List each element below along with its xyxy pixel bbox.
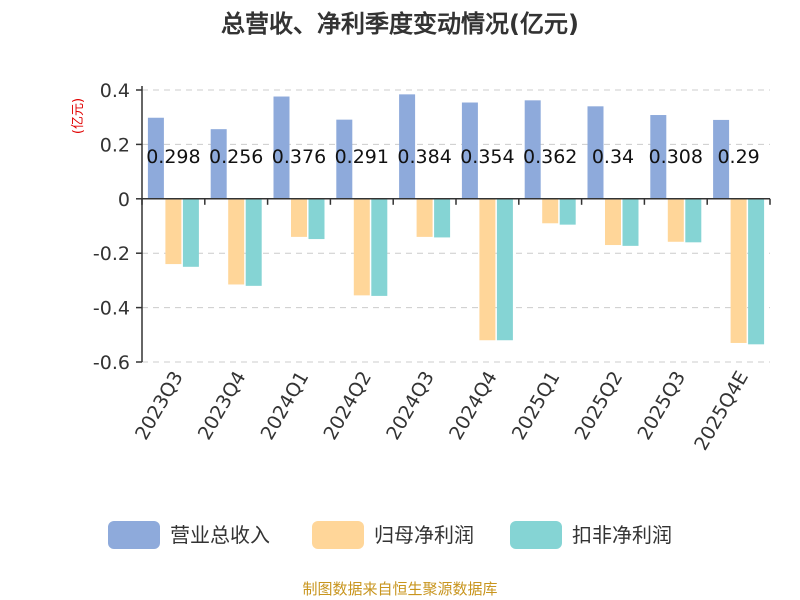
bar-0-5 <box>461 102 478 199</box>
bar-1-0 <box>165 198 182 265</box>
data-label: 0.291 <box>335 146 389 168</box>
legend-swatch-0 <box>108 521 160 549</box>
x-tick-label: 2024Q1 <box>257 368 314 444</box>
bar-2-4 <box>434 198 451 238</box>
legend-swatch-2 <box>510 521 562 549</box>
bar-2-6 <box>559 198 576 225</box>
bar-1-1 <box>228 198 245 285</box>
x-tick-label: 2025Q1 <box>508 368 565 444</box>
bar-2-9 <box>748 198 765 345</box>
bar-1-9 <box>730 198 747 343</box>
bar-0-1 <box>210 129 227 199</box>
x-tick-label: 2025Q4E <box>690 368 753 455</box>
y-tick-label: 0.2 <box>100 134 130 156</box>
data-label: 0.298 <box>146 146 200 168</box>
source-note: 制图数据来自恒生聚源数据库 <box>302 580 497 598</box>
bar-2-0 <box>182 198 199 267</box>
data-label: 0.256 <box>209 146 263 168</box>
bar-1-8 <box>667 198 684 242</box>
x-tick-label: 2024Q4 <box>445 368 502 444</box>
bar-0-0 <box>147 117 164 199</box>
bar-0-2 <box>273 96 290 199</box>
y-tick-label: -0.6 <box>93 352 130 374</box>
bar-1-6 <box>542 198 559 224</box>
y-tick-label: -0.4 <box>93 298 130 320</box>
bar-1-3 <box>353 198 370 296</box>
x-tick-label: 2023Q3 <box>131 368 188 444</box>
data-label: 0.362 <box>523 146 577 168</box>
y-axis-label: (亿元) <box>71 98 86 134</box>
x-tick-label: 2025Q3 <box>633 368 690 444</box>
bar-1-5 <box>479 198 496 341</box>
data-label: 0.354 <box>460 146 514 168</box>
bar-1-2 <box>291 198 307 237</box>
bar-0-8 <box>650 115 667 199</box>
bar-2-7 <box>622 198 639 246</box>
bars-layer <box>147 94 765 345</box>
legend-swatch-1 <box>312 521 364 549</box>
y-tick-label: -0.2 <box>93 243 130 265</box>
bar-2-5 <box>496 198 513 341</box>
bar-1-4 <box>416 198 433 237</box>
x-tick-label: 2024Q2 <box>319 368 376 444</box>
bar-2-3 <box>371 198 388 296</box>
x-tick-label: 2025Q2 <box>571 368 628 444</box>
legend-label-0: 营业总收入 <box>170 523 270 547</box>
x-tick-label: 2023Q4 <box>194 368 251 444</box>
data-label: 0.384 <box>397 146 451 168</box>
bar-0-7 <box>587 106 604 199</box>
data-label: 0.34 <box>592 146 634 168</box>
bar-0-3 <box>336 119 353 199</box>
data-label: 0.308 <box>649 146 703 168</box>
chart-title: 总营收、净利季度变动情况(亿元) <box>221 10 579 38</box>
y-tick-label: 0.4 <box>100 80 130 102</box>
bar-2-1 <box>245 198 262 286</box>
bar-0-9 <box>713 119 730 199</box>
legend: 营业总收入 归母净利润 扣非净利润 <box>108 521 672 549</box>
bar-2-8 <box>685 198 702 243</box>
bar-1-7 <box>605 198 621 246</box>
data-label: 0.29 <box>717 146 759 168</box>
labels-layer: 0.298 0.256 0.376 0.291 0.384 0.354 0.362 0.34 0… <box>146 146 760 168</box>
bar-2-2 <box>308 198 325 240</box>
legend-label-2: 扣非净利润 <box>572 523 672 547</box>
bar-0-6 <box>524 100 541 199</box>
bar-0-4 <box>399 94 416 199</box>
y-tick-label: 0 <box>118 189 130 211</box>
data-label: 0.376 <box>272 146 326 168</box>
x-tick-label: 2024Q3 <box>382 368 439 444</box>
legend-label-1: 归母净利润 <box>374 523 474 547</box>
